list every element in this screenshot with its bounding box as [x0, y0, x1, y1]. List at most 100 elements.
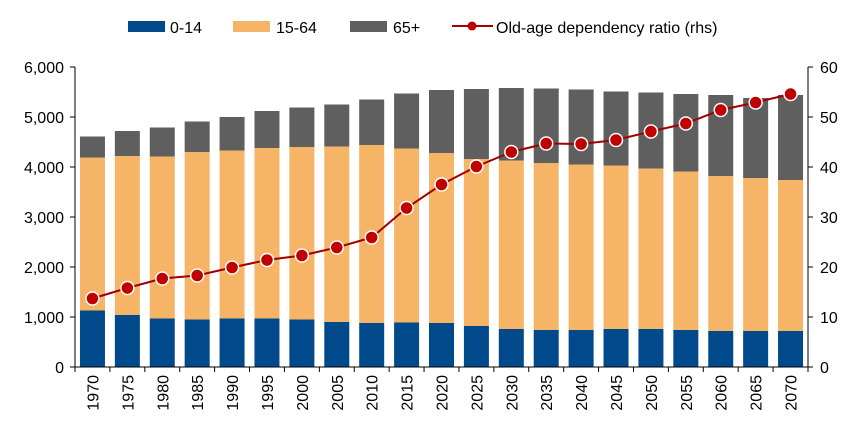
bar-15-64-1970 — [79, 157, 105, 311]
bar-0-14-1980 — [149, 318, 175, 367]
bar-65--2005 — [324, 104, 350, 147]
ratio-point-1970 — [85, 291, 100, 306]
bar-65--1980 — [149, 127, 175, 157]
bar-15-64-2025 — [463, 159, 489, 326]
bar-15-64-2035 — [533, 163, 559, 330]
ratio-point-2005 — [329, 240, 345, 255]
bar-15-64-2015 — [394, 148, 420, 323]
ratio-point-2030 — [504, 144, 519, 160]
legend-swatch-65- — [350, 21, 387, 32]
bar-15-64-1985 — [184, 152, 210, 320]
ratio-point-2010 — [364, 230, 379, 245]
right-tick-label: 60 — [820, 60, 838, 77]
right-tick-label: 20 — [820, 260, 838, 277]
bar-0-14-2025 — [463, 326, 489, 367]
legend-label: Old-age dependency ratio (rhs) — [496, 20, 717, 37]
bar-65--2000 — [289, 107, 315, 147]
bar-65--2045 — [603, 91, 629, 166]
left-tick-label: 6,000 — [24, 60, 64, 77]
bars — [79, 88, 804, 367]
ratio-point-1975 — [120, 280, 135, 296]
bar-65--2010 — [359, 99, 385, 145]
x-tick-label: 2040 — [574, 375, 591, 411]
bar-0-14-2030 — [498, 329, 524, 367]
left-tick-label: 5,000 — [24, 110, 64, 127]
legend: 0-14 15-64 65+ Old-age dependency ratio (rh… — [128, 20, 717, 37]
bar-65--2040 — [568, 89, 594, 165]
bar-15-64-2045 — [603, 165, 629, 329]
right-y-axis: 0 10 20 30 40 50 60 — [807, 60, 838, 377]
legend-label: 65+ — [393, 20, 420, 37]
bar-0-14-1985 — [184, 319, 210, 367]
left-y-axis: 0 1,000 2,000 3,000 4,000 5,000 6,000 — [24, 60, 76, 377]
ratio-point-1995 — [259, 252, 275, 268]
bar-0-14-2015 — [394, 322, 420, 367]
ratio-point-1980 — [155, 271, 170, 286]
x-tick-label: 2070 — [784, 375, 801, 411]
ratio-point-2040 — [573, 136, 589, 152]
right-tick-label: 50 — [820, 110, 838, 127]
x-tick-label: 2030 — [504, 375, 521, 411]
bar-65--2020 — [429, 90, 454, 153]
x-tick-label: 2045 — [609, 375, 626, 411]
ratio-point-2065 — [748, 95, 763, 110]
bar-0-14-2045 — [603, 329, 629, 367]
right-tick-label: 0 — [820, 360, 829, 377]
bar-15-64-2060 — [708, 176, 734, 331]
left-tick-label: 4,000 — [24, 160, 64, 177]
bar-0-14-2060 — [708, 331, 734, 367]
ratio-point-2050 — [643, 124, 659, 139]
bar-0-14-2000 — [289, 319, 315, 367]
x-tick-label: 2065 — [749, 375, 766, 411]
ratio-point-2020 — [434, 177, 449, 192]
ratio-point-2015 — [399, 200, 414, 216]
bar-65--1970 — [79, 136, 105, 158]
bar-65--1985 — [184, 121, 210, 152]
x-tick-label: 2025 — [469, 375, 486, 411]
bar-0-14-2070 — [778, 331, 804, 367]
bar-0-14-1995 — [254, 318, 280, 367]
ratio-point-2070 — [783, 86, 798, 102]
bar-65--2055 — [673, 94, 699, 172]
x-tick-label: 1985 — [190, 375, 207, 411]
bar-65--1995 — [254, 111, 280, 148]
bar-65--2015 — [394, 93, 420, 149]
bar-0-14-2005 — [324, 322, 350, 367]
bar-15-64-1990 — [219, 150, 245, 319]
bar-65--2065 — [743, 98, 769, 178]
x-tick-label: 1995 — [260, 375, 277, 411]
ratio-point-1985 — [189, 268, 205, 283]
legend-label: 0-14 — [170, 20, 202, 37]
bar-15-64-2000 — [289, 147, 315, 320]
bar-0-14-2065 — [743, 331, 769, 367]
x-tick-label: 2010 — [365, 375, 382, 411]
bar-15-64-2030 — [498, 160, 524, 329]
ratio-point-2060 — [713, 102, 728, 118]
right-tick-label: 40 — [820, 160, 838, 177]
x-tick-label: 1990 — [225, 375, 242, 411]
bar-0-14-2010 — [359, 323, 385, 367]
ratio-point-2045 — [608, 132, 624, 148]
bar-0-14-2055 — [673, 330, 699, 367]
left-tick-label: 3,000 — [24, 210, 64, 227]
x-tick-label: 2055 — [679, 375, 696, 411]
legend-label: 15-64 — [276, 20, 317, 37]
bar-15-64-1995 — [254, 148, 280, 319]
legend-swatch-0-14 — [128, 21, 165, 32]
bar-65--2035 — [533, 88, 559, 163]
ratio-point-2035 — [538, 136, 554, 151]
x-tick-label: 2000 — [295, 375, 312, 411]
bar-0-14-2040 — [568, 330, 594, 367]
bar-0-14-2050 — [638, 329, 664, 367]
bar-0-14-1990 — [219, 318, 245, 367]
left-tick-label: 1,000 — [24, 310, 64, 327]
right-tick-label: 30 — [820, 210, 838, 227]
bar-15-64-2040 — [568, 164, 594, 330]
x-tick-label: 2050 — [644, 375, 661, 411]
x-tick-label: 2005 — [330, 375, 347, 411]
legend-swatch-15-64 — [233, 21, 270, 32]
dependency-ratio-line — [85, 86, 798, 306]
bar-0-14-2020 — [429, 323, 454, 367]
x-tick-label: 1970 — [85, 375, 102, 411]
